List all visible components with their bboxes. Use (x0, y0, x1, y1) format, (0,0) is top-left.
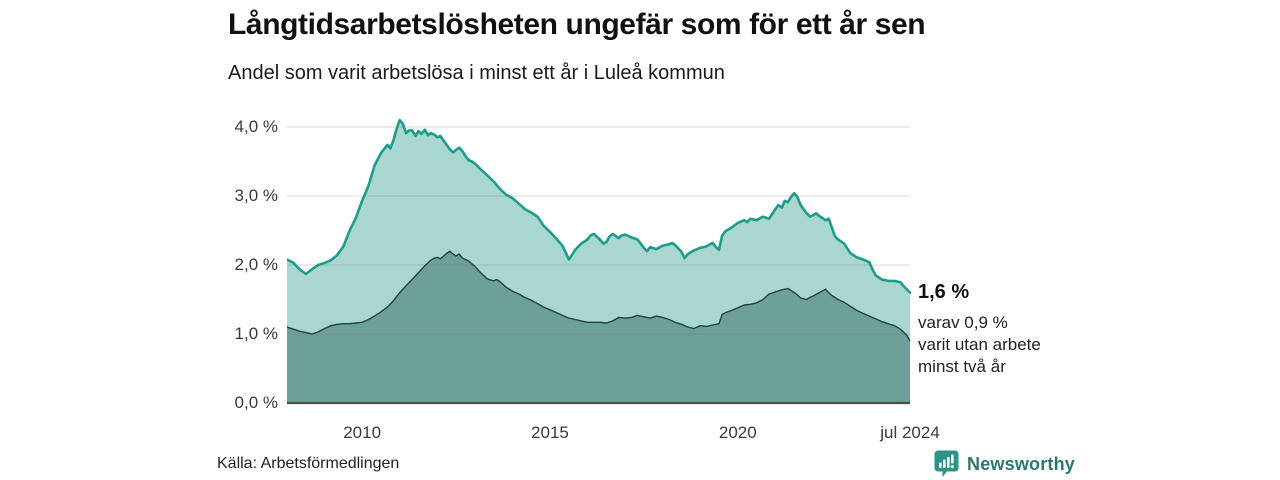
chart-subtitle: Andel som varit arbetslösa i minst ett å… (228, 62, 725, 84)
source-attribution: Källa: Arbetsförmedlingen (217, 455, 400, 472)
chart-title: Långtidsarbetslösheten ungefär som för e… (228, 8, 926, 41)
x-tick-label: jul 2024 (880, 423, 940, 442)
y-tick-label: 0,0 % (234, 393, 278, 412)
x-tick-label: 2020 (718, 423, 757, 442)
annotation-line: minst två år (918, 357, 1006, 376)
two-year-line (287, 250, 911, 342)
y-tick-label: 4,0 % (234, 117, 278, 136)
newsworthy-bubble-chart-icon (934, 450, 959, 478)
x-tick-label: 2010 (343, 423, 382, 442)
newsworthy-logo: Newsworthy (934, 450, 1075, 478)
two-year-area (287, 251, 910, 403)
end-value-description: varav 0,9 % varit utan arbete minst två … (918, 312, 1088, 378)
y-tick-label: 1,0 % (234, 324, 278, 343)
annotation-line: varit utan arbete (918, 335, 1041, 354)
area-chart-plot (287, 118, 912, 405)
total-line (287, 118, 912, 294)
y-tick-label: 2,0 % (234, 255, 278, 274)
y-tick-label: 3,0 % (234, 186, 278, 205)
x-tick-label: 2015 (531, 423, 569, 442)
newsworthy-logo-text: Newsworthy (967, 453, 1076, 474)
end-value-label: 1,6 % (918, 281, 970, 303)
annotation-line: varav 0,9 % (918, 313, 1008, 332)
